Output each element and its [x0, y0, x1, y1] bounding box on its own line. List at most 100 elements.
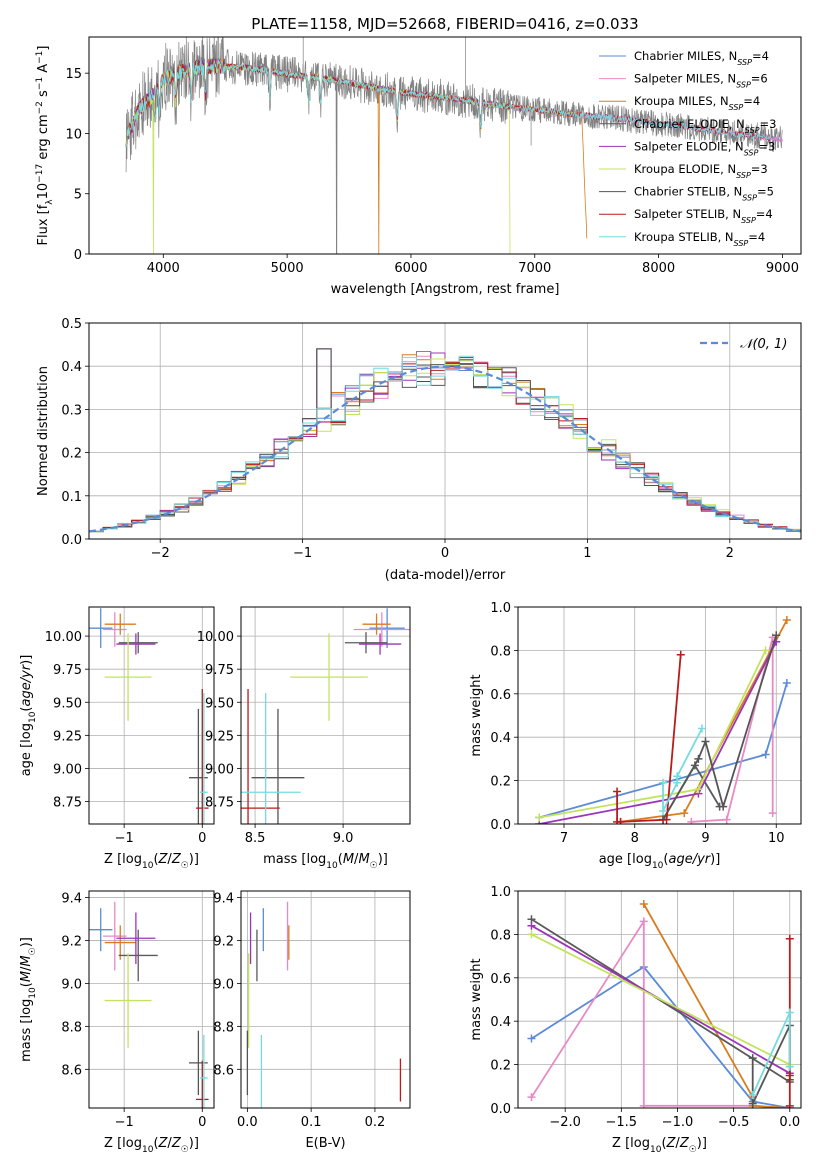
weight-marker — [748, 1099, 757, 1108]
weight-series-line — [531, 918, 791, 1083]
y-tick-label: 8.75 — [53, 796, 82, 811]
y-tick-label: 9.4 — [213, 891, 234, 906]
gaussian-curve — [89, 365, 801, 533]
y-axis-label: age [log10(age/yr)] — [19, 655, 38, 777]
mass_vs_Z-frame: −1 0 8.6 8.8 9.0 9.2 9.4 — [61, 890, 215, 1130]
legend-label: Chabrier STELIB, NSSP=5 — [634, 185, 774, 203]
axes-frame — [88, 606, 215, 825]
histogram-series — [89, 348, 801, 532]
y-tick-label: 0.2 — [61, 447, 82, 462]
legend-label: Kroupa ELODIE, NSSP=3 — [634, 162, 768, 180]
weight-series-line — [662, 728, 703, 812]
mass_vs_ebv-marks — [246, 901, 402, 1108]
x-tick-label: 8000 — [642, 261, 675, 276]
x-tick-label: 9.0 — [333, 831, 354, 846]
y-tick-label: 9.25 — [205, 729, 234, 744]
age_vs_mass-plot: 8.5 9.0 8.75 9.00 9.25 9.50 9.75 10.00 mass [log… — [197, 606, 411, 871]
error-bar-point — [116, 912, 156, 965]
error-bar-point — [189, 1030, 208, 1096]
weight-marker — [701, 737, 710, 746]
age_vs_Z-marks — [89, 608, 209, 824]
weight-marker — [673, 772, 682, 781]
y-tick-label: 9.75 — [205, 663, 234, 678]
weight-marker — [719, 802, 728, 811]
x-tick-label: −0.5 — [718, 1115, 750, 1130]
y-axis-label: Normed distribution — [36, 366, 51, 496]
y-tick-label: 0.0 — [61, 533, 82, 548]
x-tick-label: −1.0 — [662, 1115, 694, 1130]
weight-marker — [639, 917, 648, 926]
age_vs_mass-marks — [241, 608, 410, 824]
weight-marker — [697, 724, 706, 733]
y-tick-label: 0.2 — [490, 775, 511, 790]
x-tick-label: 2 — [726, 546, 734, 561]
error-bar-point — [104, 633, 152, 721]
y-tick-label: 0.1 — [61, 490, 82, 505]
x-tick-label: 0.0 — [237, 1115, 258, 1130]
y-tick-label: 8.75 — [205, 796, 234, 811]
y-axis-label: mass weight — [469, 674, 484, 756]
error-bar-point — [116, 633, 156, 655]
weight-marker — [676, 650, 685, 659]
spectrum-series-line — [125, 58, 771, 148]
y-tick-label: 9.25 — [53, 729, 82, 744]
weight-marker — [785, 1101, 794, 1108]
weight-marker — [527, 1093, 536, 1102]
y-axis-label: mass [log10(M/M☉)] — [19, 937, 38, 1062]
weight-marker — [761, 646, 770, 655]
axes-frame — [88, 890, 215, 1109]
y-tick-label: 10.00 — [45, 630, 82, 645]
x-axis-label: (data-model)/error — [385, 568, 506, 583]
residuals-plot: −2 −1 0 1 2 0.0 0.1 0.2 0.3 0.4 0.5 𝒩(0, 1) (data-mo… — [36, 317, 802, 583]
y-tick-label: 8.6 — [61, 1063, 82, 1078]
weight_vs_Z-plot: −2.0 −1.5 −1.0 −0.5 0.0 0.0 0.2 0.4 0.6 0.8 1.0 Z [… — [469, 885, 802, 1155]
weight-marker — [748, 1054, 757, 1063]
error-bar-point — [369, 608, 405, 649]
x-axis-label: age [log10(age/yr)] — [599, 852, 721, 871]
axes-frame — [517, 890, 802, 1109]
weight-marker — [785, 1071, 794, 1080]
y-tick-label: 8.8 — [213, 1020, 234, 1035]
error-bar-point — [104, 613, 136, 635]
legend-label: Chabrier MILES, NSSP=4 — [634, 49, 769, 67]
spectrum-frame: 4000 5000 6000 7000 8000 9000 0 5 10 15 — [65, 36, 802, 276]
y-tick-label: 0.4 — [490, 1015, 511, 1030]
y-tick-label: 8.6 — [213, 1063, 234, 1078]
weight-marker — [768, 809, 777, 818]
weight-marker — [659, 778, 668, 787]
weight-marker — [782, 678, 791, 687]
error-bar-point — [104, 925, 136, 960]
y-tick-label: 1.0 — [490, 601, 511, 616]
error-bar-point — [353, 612, 410, 647]
y-tick-label: 15 — [65, 67, 82, 82]
weight-series — [687, 633, 777, 824]
weight-series — [527, 915, 794, 1086]
weight-series — [527, 962, 794, 1108]
x-tick-label: 1 — [583, 546, 591, 561]
weight-marker — [782, 616, 791, 625]
weight-series-line — [691, 637, 774, 823]
weight-series-line — [531, 965, 790, 1108]
x-tick-label: 0 — [198, 1115, 206, 1130]
weight-marker — [613, 787, 622, 796]
error-bar-point — [344, 632, 388, 654]
y-tick-label: 9.4 — [61, 891, 82, 906]
y-tick-label: 0 — [74, 248, 82, 263]
y-tick-label: 9.50 — [205, 696, 234, 711]
y-tick-label: 9.00 — [53, 762, 82, 777]
y-tick-label: 5 — [74, 188, 82, 203]
weight-marker — [761, 750, 770, 759]
weight-marker — [748, 1090, 757, 1099]
x-axis-label: Z [log10(Z/Z☉)] — [612, 1136, 707, 1155]
x-tick-label: 7000 — [518, 261, 551, 276]
y-tick-label: 0.2 — [490, 1059, 511, 1074]
mass_vs_Z-marks — [89, 901, 209, 1108]
weight-marker — [694, 754, 703, 763]
x-tick-label: 5000 — [271, 261, 304, 276]
weight_vs_Z-frame: −2.0 −1.5 −1.0 −0.5 0.0 0.0 0.2 0.4 0.6 0.8 1.0 — [490, 885, 802, 1130]
y-tick-label: 0.5 — [61, 317, 82, 332]
y-tick-label: 9.50 — [53, 696, 82, 711]
weight-marker — [722, 815, 731, 824]
y-tick-label: 9.00 — [205, 762, 234, 777]
y-tick-label: 0.8 — [490, 928, 511, 943]
